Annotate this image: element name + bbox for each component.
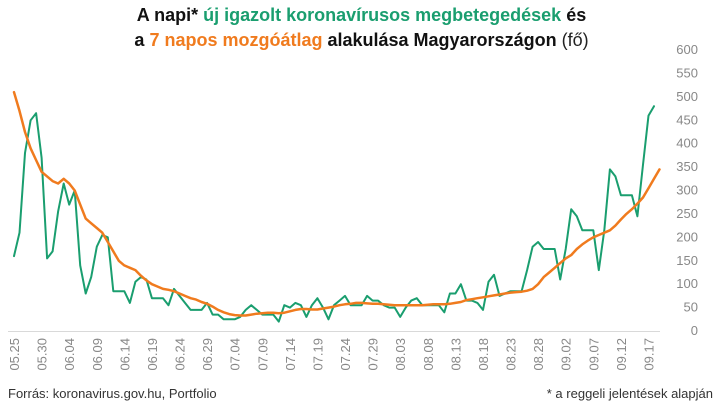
x-tick-label: 08.23 xyxy=(504,338,519,371)
y-tick-label: 200 xyxy=(676,229,698,244)
source-note: Forrás: koronavirus.gov.hu, Portfolio xyxy=(8,386,217,401)
x-tick-label: 07.14 xyxy=(283,338,298,371)
y-tick-label: 150 xyxy=(676,253,698,268)
x-tick-label: 07.09 xyxy=(255,338,270,371)
x-tick-label: 05.30 xyxy=(35,338,50,371)
y-tick-label: 250 xyxy=(676,206,698,221)
x-tick-label: 07.29 xyxy=(366,338,381,371)
x-axis: 05.25 05.30 06.04 06.09 06.14 06.19 06.24 06.29… xyxy=(7,331,660,371)
y-tick-label: 550 xyxy=(676,65,698,80)
x-tick-label: 06.29 xyxy=(200,338,215,371)
daily-cases-line xyxy=(13,105,655,323)
y-tick-label: 500 xyxy=(676,89,698,104)
x-tick-label: 05.25 xyxy=(7,338,22,371)
x-tick-label: 07.19 xyxy=(310,338,325,371)
x-tick-label: 07.24 xyxy=(338,338,353,371)
title-mid-2: alakulása Magyarországon xyxy=(322,30,562,50)
x-tick-label: 06.04 xyxy=(62,338,77,371)
x-tick-label: 09.02 xyxy=(559,338,574,371)
x-tick-label: 06.24 xyxy=(173,338,188,371)
title-prefix-2: a xyxy=(134,30,150,50)
title-daily-series-label: új igazolt koronavírusos megbetegedések xyxy=(203,5,562,25)
y-tick-label: 600 xyxy=(676,42,698,57)
y-tick-label: 400 xyxy=(676,136,698,151)
chart-title-line2: a 7 napos mozgóátlag alakulása Magyarors… xyxy=(0,30,723,51)
x-tick-label: 08.03 xyxy=(393,338,408,371)
x-tick-label: 08.13 xyxy=(448,338,463,371)
x-tick-label: 08.18 xyxy=(476,338,491,371)
title-unit: (fő) xyxy=(561,30,589,50)
x-tick-label: 09.12 xyxy=(614,338,629,371)
y-axis: 0 50 100 150 200 250 300 350 400 450 500 550 600 xyxy=(676,42,698,338)
x-tick-label: 09.07 xyxy=(586,338,601,371)
x-tick-label: 08.28 xyxy=(531,338,546,371)
y-tick-label: 300 xyxy=(676,183,698,198)
title-suffix-1: és xyxy=(561,5,587,25)
y-tick-label: 50 xyxy=(684,300,698,315)
y-tick-label: 450 xyxy=(676,112,698,127)
title-prefix-1: A napi* xyxy=(136,5,204,25)
x-tick-label: 06.14 xyxy=(117,338,132,371)
series-lines xyxy=(12,90,661,323)
x-tick-label: 07.04 xyxy=(228,338,243,371)
y-tick-label: 350 xyxy=(676,159,698,174)
x-tick-label: 08.08 xyxy=(421,338,436,371)
title-average-series-label: 7 napos mozgóátlag xyxy=(149,30,323,50)
moving-average-line xyxy=(12,90,661,317)
x-tick-label: 06.09 xyxy=(90,338,105,371)
y-tick-label: 100 xyxy=(676,276,698,291)
x-tick-label: 06.19 xyxy=(145,338,160,371)
y-tick-label: 0 xyxy=(691,323,698,338)
x-tick-label: 09.17 xyxy=(641,338,656,371)
chart-title-line1: A napi* új igazolt koronavírusos megbete… xyxy=(0,5,723,26)
footnote: * a reggeli jelentések alapján xyxy=(546,386,713,401)
